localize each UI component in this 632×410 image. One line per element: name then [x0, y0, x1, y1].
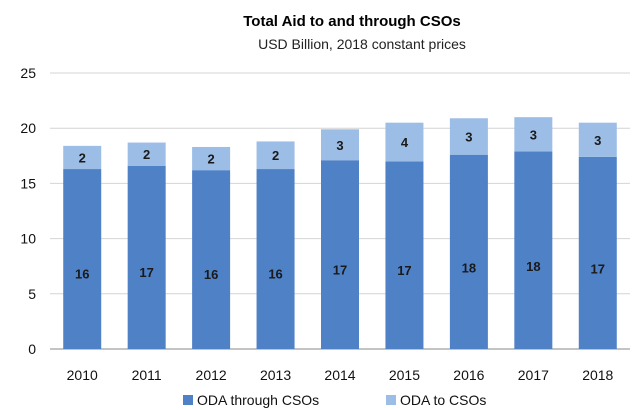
bar-oda-to-csos [514, 117, 553, 152]
bar-oda-through-csos [321, 160, 359, 349]
x-tick-label: 2010 [67, 367, 98, 383]
bar-oda-through-csos [578, 156, 617, 349]
x-axis: 2010 2011 2012 2013 2014 2015 2016 2017 2018 [67, 367, 614, 383]
chart-subtitle: USD Billion, 2018 constant prices [258, 36, 466, 52]
data-label: 3 [336, 138, 343, 153]
data-label: 2 [79, 150, 86, 165]
data-label: 3 [594, 133, 601, 148]
legend: ODA through CSOs ODA to CSOs [183, 392, 486, 408]
x-tick-label: 2012 [196, 367, 227, 383]
bar-oda-to-csos [192, 146, 231, 171]
data-label: 3 [465, 129, 472, 144]
bar-oda-to-csos [127, 142, 166, 166]
bar-oda-through-csos [127, 165, 166, 349]
bar-oda-through-csos [256, 169, 295, 349]
legend-label: ODA through CSOs [197, 392, 319, 408]
x-tick-label: 2017 [518, 367, 549, 383]
y-tick-label: 25 [20, 65, 36, 81]
data-label: 17 [139, 265, 153, 280]
bar-oda-to-csos [578, 122, 617, 157]
data-label: 2 [272, 148, 279, 163]
x-tick-label: 2016 [453, 367, 484, 383]
data-label: 17 [333, 263, 347, 278]
bar-oda-through-csos [63, 169, 102, 349]
y-tick-label: 15 [20, 175, 36, 191]
legend-swatch [183, 395, 193, 405]
bar-oda-through-csos [192, 170, 231, 349]
data-label: 17 [397, 263, 411, 278]
data-label: 16 [204, 267, 218, 282]
bar-oda-to-csos [449, 118, 488, 155]
x-tick-label: 2014 [324, 367, 355, 383]
data-label: 16 [75, 266, 89, 281]
legend-label: ODA to CSOs [400, 392, 486, 408]
x-tick-label: 2015 [389, 367, 420, 383]
bar-oda-through-csos [514, 151, 553, 349]
y-tick-label: 5 [28, 286, 36, 302]
bar-oda-through-csos [449, 154, 488, 349]
bar-oda-to-csos [63, 145, 102, 170]
data-labels: 16 2 17 2 16 2 16 2 17 3 17 4 18 3 18 3 17 3 [75, 127, 605, 282]
bar-oda-to-csos [256, 141, 295, 170]
x-tick-label: 2013 [260, 367, 291, 383]
data-label: 18 [526, 259, 540, 274]
chart-title: Total Aid to and through CSOs [243, 13, 460, 30]
y-tick-label: 10 [20, 231, 36, 247]
x-tick-label: 2018 [582, 367, 613, 383]
data-label: 2 [143, 147, 150, 162]
data-label: 17 [591, 261, 605, 276]
bar-oda-to-csos [321, 129, 359, 161]
x-tick-label: 2011 [132, 367, 162, 383]
y-tick-label: 0 [28, 341, 36, 357]
y-tick-label: 20 [20, 120, 36, 136]
y-axis: 0 5 10 15 20 25 [20, 65, 36, 357]
data-label: 18 [462, 260, 476, 275]
data-label: 4 [401, 135, 409, 150]
legend-swatch [386, 395, 396, 405]
data-label: 3 [530, 127, 537, 142]
bar-oda-to-csos [385, 122, 424, 162]
data-label: 2 [207, 152, 214, 167]
bars [63, 117, 617, 349]
data-label: 16 [268, 266, 282, 281]
bar-oda-through-csos [385, 161, 424, 349]
